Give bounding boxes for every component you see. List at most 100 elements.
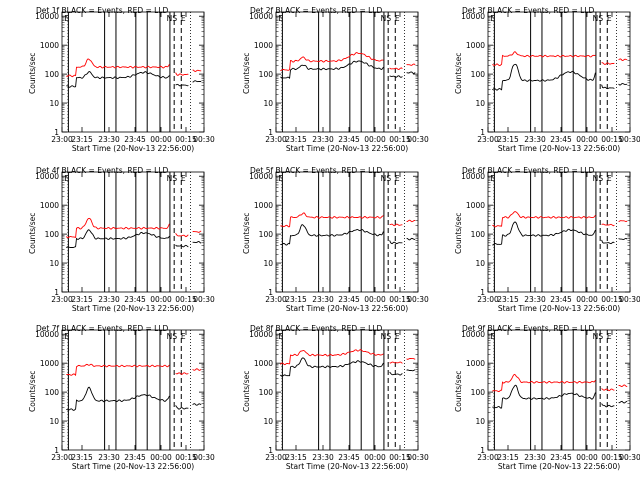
y-axis-label: Counts/sec xyxy=(454,53,463,94)
x-tick-label: 00:15 xyxy=(175,453,197,462)
y-tick-label: 1 xyxy=(480,128,485,137)
x-tick-label: 00:30 xyxy=(193,453,215,462)
x-tick-label: 23:30 xyxy=(312,295,334,304)
chart-title: Det 6f BLACK = Events, RED = LLD xyxy=(462,166,595,175)
x-tick-label: 23:00 xyxy=(51,453,73,462)
x-tick-label: 00:30 xyxy=(619,295,640,304)
chart-panel: Det 6f BLACK = Events, RED = LLD 1 10 100 10… xyxy=(454,166,640,313)
event-marker-label: N xyxy=(167,332,173,341)
event-marker-label: N xyxy=(593,14,599,23)
x-tick-label: 00:00 xyxy=(150,135,172,144)
y-tick-label: 1 xyxy=(268,128,273,137)
x-axis-label: Start Time (20-Nov-13 22:56:00) xyxy=(72,144,194,153)
chart-panel: Det 2f BLACK = Events, RED = LLD 1 10 100 10… xyxy=(242,6,429,153)
y-axis-label: Counts/sec xyxy=(454,371,463,412)
event-marker-label: E xyxy=(64,174,69,183)
event-marker-label: E xyxy=(181,174,186,183)
y-axis-label: Counts/sec xyxy=(28,371,37,412)
plot-frame xyxy=(61,11,205,133)
y-tick-label: 10000 xyxy=(35,12,59,21)
x-tick-label: 23:45 xyxy=(550,453,572,462)
series-line-lld xyxy=(66,363,202,377)
event-marker-label: N xyxy=(381,174,387,183)
event-marker-label: S xyxy=(598,332,603,341)
chart-title: Det 7f BLACK = Events, RED = LLD xyxy=(36,324,169,333)
y-tick-label: 100 xyxy=(471,230,486,239)
series-line-events xyxy=(66,229,202,249)
x-tick-label: 23:45 xyxy=(124,295,146,304)
y-tick-label: 1000 xyxy=(40,359,59,368)
x-tick-label: 23:00 xyxy=(51,295,73,304)
x-tick-label: 23:30 xyxy=(98,135,120,144)
y-tick-label: 1000 xyxy=(254,201,273,210)
series-line-lld xyxy=(66,58,202,78)
event-marker-label: E xyxy=(395,14,400,23)
y-tick-label: 1000 xyxy=(40,201,59,210)
series-line-events xyxy=(492,384,628,409)
y-tick-label: 100 xyxy=(259,388,274,397)
plot-frame xyxy=(61,171,205,293)
event-marker-label: S xyxy=(172,332,177,341)
event-marker-label: E xyxy=(490,332,495,341)
x-axis-label: Start Time (20-Nov-13 22:56:00) xyxy=(498,304,620,313)
x-tick-label: 00:00 xyxy=(364,295,386,304)
x-tick-label: 23:45 xyxy=(338,453,360,462)
series-line-events xyxy=(66,386,202,411)
event-marker-label: E xyxy=(490,174,495,183)
x-axis-label: Start Time (20-Nov-13 22:56:00) xyxy=(72,462,194,471)
y-tick-label: 10 xyxy=(49,417,59,426)
x-tick-label: 00:00 xyxy=(364,453,386,462)
x-tick-label: 23:15 xyxy=(285,295,307,304)
y-axis-label: Counts/sec xyxy=(242,53,251,94)
x-tick-label: 00:30 xyxy=(193,135,215,144)
series-line-lld xyxy=(492,211,628,228)
event-marker-label: E xyxy=(395,174,400,183)
y-tick-label: 1000 xyxy=(466,359,485,368)
x-axis-label: Start Time (20-Nov-13 22:56:00) xyxy=(286,304,408,313)
x-tick-label: 23:30 xyxy=(524,453,546,462)
chart-title: Det 1f BLACK = Events, RED = LLD xyxy=(36,6,169,15)
plot-frame xyxy=(275,171,419,293)
series-line-events xyxy=(66,70,202,88)
chart-panel: Det 5f BLACK = Events, RED = LLD 1 10 100 10… xyxy=(242,166,429,313)
x-tick-label: 23:00 xyxy=(477,295,499,304)
x-axis-label: Start Time (20-Nov-13 22:56:00) xyxy=(498,462,620,471)
y-tick-label: 100 xyxy=(471,388,486,397)
y-axis-label: Counts/sec xyxy=(28,213,37,254)
chart-title: Det 8f BLACK = Events, RED = LLD xyxy=(250,324,383,333)
y-tick-label: 1 xyxy=(480,446,485,455)
event-marker-label: E xyxy=(278,332,283,341)
y-tick-label: 1 xyxy=(54,288,59,297)
y-tick-label: 1 xyxy=(54,446,59,455)
x-tick-label: 23:15 xyxy=(71,135,93,144)
event-marker-label: E xyxy=(181,14,186,23)
event-marker-label: N xyxy=(593,332,599,341)
event-marker-label: N xyxy=(381,14,387,23)
event-marker-label: N xyxy=(593,174,599,183)
x-tick-label: 23:15 xyxy=(285,135,307,144)
y-tick-label: 10 xyxy=(475,99,485,108)
x-tick-label: 00:15 xyxy=(175,135,197,144)
y-tick-label: 1000 xyxy=(40,41,59,50)
x-axis-label: Start Time (20-Nov-13 22:56:00) xyxy=(72,304,194,313)
event-marker-label: E xyxy=(395,332,400,341)
chart-panel: Det 3f BLACK = Events, RED = LLD 1 10 100 10… xyxy=(454,6,640,153)
x-tick-label: 23:00 xyxy=(51,135,73,144)
y-tick-label: 10000 xyxy=(249,330,273,339)
chart-panel: Det 9f BLACK = Events, RED = LLD 1 10 100 10… xyxy=(454,324,640,471)
y-tick-label: 100 xyxy=(259,230,274,239)
x-tick-label: 00:15 xyxy=(175,295,197,304)
x-tick-label: 23:00 xyxy=(265,135,287,144)
x-tick-label: 23:45 xyxy=(338,295,360,304)
plot-frame xyxy=(487,171,631,293)
chart-title: Det 2f BLACK = Events, RED = LLD xyxy=(250,6,383,15)
x-tick-label: 23:15 xyxy=(497,295,519,304)
y-tick-label: 10 xyxy=(263,259,273,268)
x-tick-label: 23:15 xyxy=(285,453,307,462)
x-tick-label: 00:30 xyxy=(193,295,215,304)
y-tick-label: 1 xyxy=(54,128,59,137)
event-marker-label: E xyxy=(64,14,69,23)
x-tick-label: 00:30 xyxy=(619,453,640,462)
x-tick-label: 23:15 xyxy=(497,453,519,462)
chart-title: Det 4f BLACK = Events, RED = LLD xyxy=(36,166,169,175)
